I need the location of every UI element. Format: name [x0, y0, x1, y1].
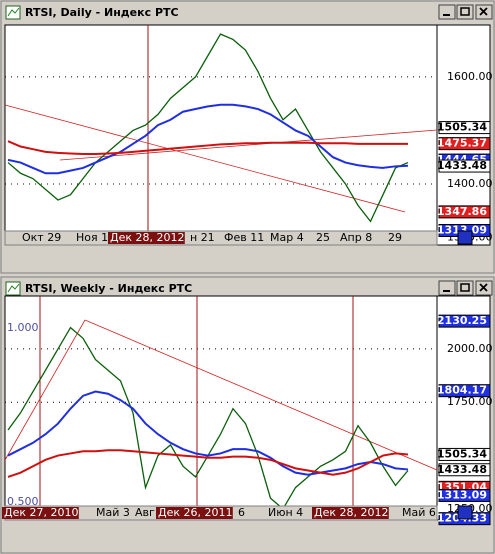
- axis-button[interactable]: [457, 505, 473, 520]
- series-line: [7, 449, 409, 478]
- price-box: [438, 137, 491, 151]
- y-tick-label: 1600.00: [447, 70, 493, 83]
- window-button[interactable]: [438, 280, 456, 296]
- x-tick-label: Мар 4: [270, 231, 304, 244]
- price-box: [438, 447, 491, 461]
- maximize-glyph: [460, 7, 470, 16]
- x-tick-label: Дек 28, 2012: [314, 506, 389, 519]
- price-box: [438, 384, 491, 398]
- x-tick-label: Май 6: [402, 506, 436, 519]
- window-button[interactable]: [438, 4, 456, 20]
- price-box: [438, 159, 491, 173]
- plot-area: [4, 24, 438, 246]
- price-box-label: 1433.48: [437, 159, 487, 172]
- window-icon: [5, 281, 21, 296]
- window-icon-line: [7, 283, 20, 293]
- x-tick-label: Апр 8: [340, 231, 372, 244]
- window-button[interactable]: [456, 4, 474, 20]
- price-box-label: 1313.09: [437, 488, 487, 501]
- trend-line: [4, 104, 406, 213]
- series-line: [7, 33, 409, 223]
- price-box-label: 1804.17: [437, 384, 487, 397]
- window-icon: [5, 5, 21, 20]
- window-title: RTSI, Daily - Индекс РТС: [25, 6, 179, 19]
- date-highlight: [108, 232, 185, 244]
- y-tick-label: 2000.00: [447, 342, 493, 355]
- series-line: [7, 140, 408, 156]
- x-tick-label: Авг: [135, 506, 155, 519]
- price-box-label: 1347.86: [437, 205, 487, 218]
- maximize-glyph: [460, 283, 470, 292]
- x-tick-label: Июн 4: [268, 506, 303, 519]
- title-bar: [3, 3, 492, 22]
- date-highlight: [312, 507, 389, 519]
- price-box: [438, 121, 491, 135]
- window-title: RTSI, Weekly - Индекс РТС: [25, 282, 192, 295]
- trend-line: [4, 319, 86, 461]
- fib-label: 0.500: [7, 495, 39, 508]
- price-box-label: 1433.48: [437, 463, 487, 476]
- date-highlight: [156, 507, 233, 519]
- price-box-label: 1505.34: [437, 447, 487, 460]
- series-line: [7, 390, 409, 476]
- title-bar: [3, 279, 492, 298]
- x-tick-label: Окт 29: [22, 231, 61, 244]
- x-tick-label: Май 3: [96, 506, 130, 519]
- x-tick-label: 6: [238, 506, 245, 519]
- axis-button[interactable]: [457, 230, 473, 245]
- y-tick-label: 1750.00: [447, 395, 493, 408]
- price-box: [438, 205, 491, 219]
- x-tick-label: Ноя 1: [76, 231, 108, 244]
- fib-label: 1.000: [7, 321, 39, 334]
- close-glyph: [479, 283, 488, 292]
- price-box-label: 1313.09: [437, 223, 487, 236]
- price-box-label: 1505.34: [437, 121, 487, 134]
- x-tick-label: Дек 27, 2010: [4, 506, 79, 519]
- trend-line: [84, 319, 438, 471]
- price-box-label: 1475.37: [437, 137, 487, 150]
- price-box: [438, 488, 491, 502]
- x-tick-label: Дек 28, 2012: [110, 231, 185, 244]
- x-tick-label: Фев 11: [224, 231, 264, 244]
- date-highlight: [2, 507, 79, 519]
- price-box: [438, 463, 491, 477]
- price-box: [438, 314, 491, 328]
- trend-line: [59, 129, 438, 161]
- x-tick-label: 25: [316, 231, 330, 244]
- price-box-label: 2130.25: [437, 314, 487, 327]
- window-icon-line: [7, 7, 20, 17]
- y-tick-label: 1400.00: [447, 177, 493, 190]
- series-line: [7, 103, 409, 175]
- x-tick-label: Дек 26, 2011: [158, 506, 233, 519]
- window-button[interactable]: [456, 280, 474, 296]
- close-glyph: [479, 7, 488, 16]
- x-tick-label: 29: [388, 231, 402, 244]
- x-tick-label: н 21: [190, 231, 215, 244]
